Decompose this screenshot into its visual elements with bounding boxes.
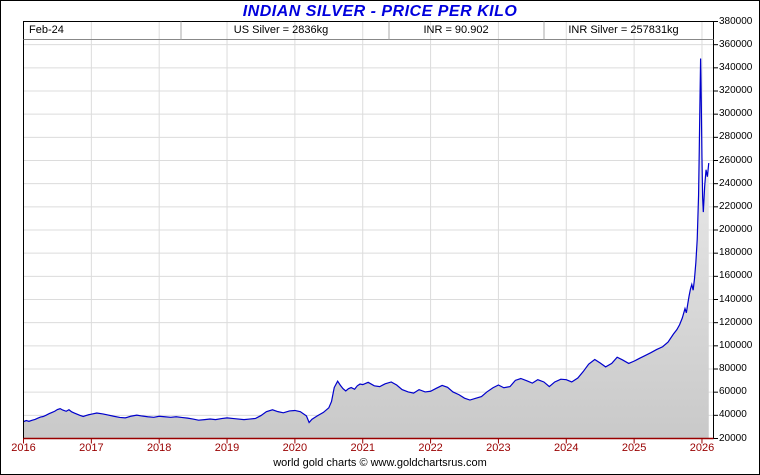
- y-axis-tick-label: 320000: [719, 85, 753, 96]
- x-axis-tick-label: 2022: [418, 442, 443, 454]
- y-axis-tick-label: 360000: [719, 38, 753, 50]
- header-us-silver-value: US Silver = 2836kg: [233, 24, 329, 36]
- x-axis-tick-label: 2024: [554, 442, 579, 454]
- y-axis-tick-label: 340000: [719, 61, 753, 73]
- y-axis-tick-label: 300000: [719, 108, 753, 120]
- y-axis-tick-label: 140000: [719, 293, 753, 305]
- x-axis-tick-label: 2023: [486, 442, 511, 454]
- y-axis-tick-label: 120000: [719, 316, 753, 328]
- x-axis-tick-label: 2017: [79, 442, 104, 454]
- y-axis-tick-label: 240000: [719, 177, 753, 189]
- x-axis-tick-label: 2020: [282, 442, 308, 454]
- y-axis-tick-label: 100000: [719, 339, 753, 351]
- x-axis-tick-label: 2016: [11, 442, 36, 454]
- price-area-fill: [23, 58, 709, 439]
- x-axis-tick-label: 2018: [146, 442, 172, 454]
- y-axis-tick-label: 80000: [719, 363, 747, 374]
- y-axis-tick-label: 380000: [719, 15, 753, 27]
- y-axis-tick-label: 160000: [719, 270, 753, 282]
- y-axis-tick-label: 60000: [719, 386, 747, 398]
- chart-title: INDIAN SILVER - PRICE PER KILO: [242, 3, 518, 20]
- y-axis-tick-label: 260000: [719, 154, 753, 166]
- y-axis-tick-label: 280000: [719, 131, 753, 143]
- x-axis-tick-label: 2021: [350, 442, 375, 454]
- header-inr-rate-value: INR = 90.902: [423, 24, 489, 36]
- y-axis-tick-label: 40000: [719, 409, 747, 421]
- x-axis-tick-label: 2019: [214, 442, 240, 454]
- header-date-label: Feb-24: [29, 24, 64, 36]
- y-axis-tick-label: 180000: [719, 247, 753, 259]
- price-line: [23, 58, 710, 424]
- x-axis-tick-label: 2025: [621, 442, 647, 454]
- y-axis-tick-label: 200000: [719, 224, 753, 235]
- footer-credit: world gold charts © www.goldchartsrus.co…: [273, 457, 487, 469]
- y-axis-tick-label: 220000: [719, 200, 753, 212]
- y-axis-tick-label: 20000: [719, 432, 747, 444]
- x-axis-tick-label: 2026: [689, 442, 715, 454]
- header-inr-silver-value: INR Silver = 257831kg: [568, 24, 679, 36]
